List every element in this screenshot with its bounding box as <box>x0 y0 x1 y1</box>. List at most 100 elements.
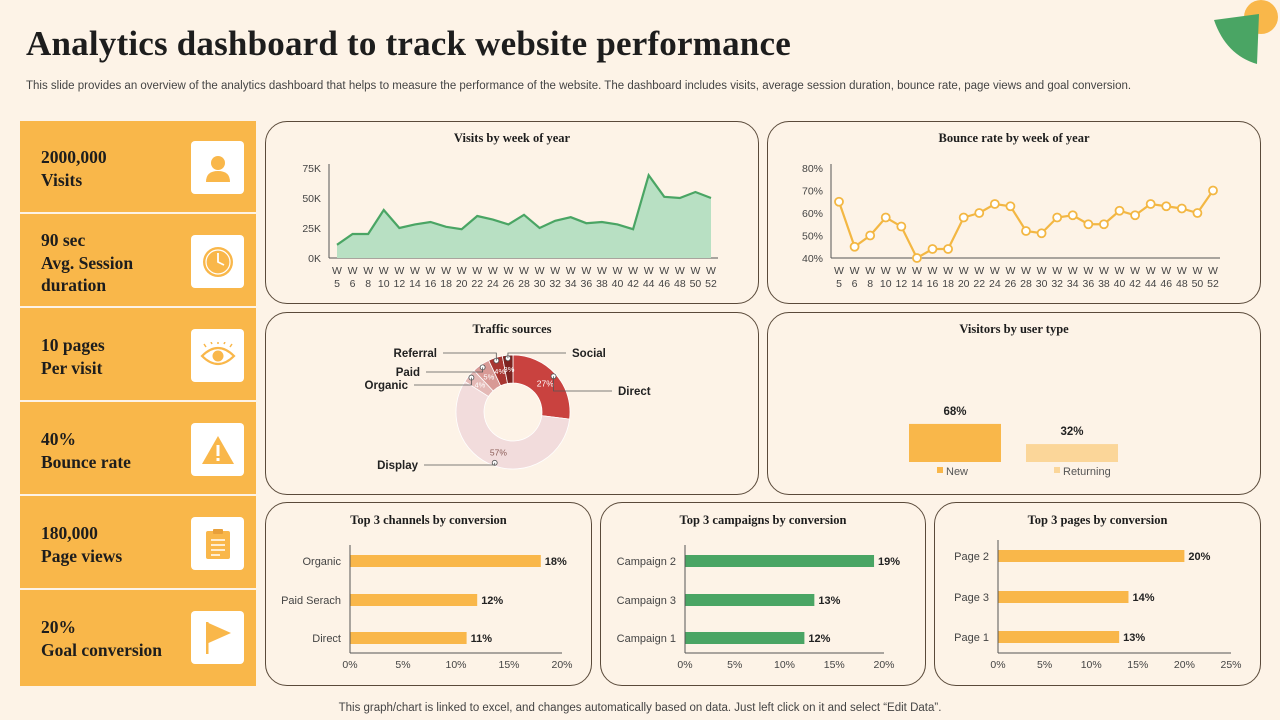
x-tick-label-prefix: W <box>881 265 891 277</box>
x-tick-label-number: 50 <box>1192 278 1204 290</box>
category-label: Page 3 <box>954 592 989 604</box>
x-tick-label-prefix: W <box>519 265 529 277</box>
x-tick-label-prefix: W <box>566 265 576 277</box>
data-point <box>1176 203 1187 214</box>
x-tick-label-prefix: W <box>332 265 342 277</box>
x-tick-label-prefix: W <box>834 265 844 277</box>
kpi-pages-text: 10 pages Per visit <box>41 334 105 379</box>
x-tick-label-prefix: W <box>1083 265 1093 277</box>
data-point <box>1067 210 1078 221</box>
kpi-goal-text: 20% Goal conversion <box>41 616 162 661</box>
x-tick-label-prefix: W <box>943 265 953 277</box>
x-tick-label-prefix: W <box>348 265 358 277</box>
y-tick-label: 75K <box>302 163 321 175</box>
x-tick-label-number: 16 <box>927 278 939 290</box>
x-tick-label-prefix: W <box>896 265 906 277</box>
legend-swatch <box>1054 467 1060 473</box>
donut-slice-direct <box>512 354 571 420</box>
bar-new <box>909 423 1001 462</box>
bar-value-label: 68% <box>943 406 966 418</box>
x-tick-label-number: 30 <box>1036 278 1048 290</box>
x-tick-label: 20% <box>551 659 572 671</box>
x-tick-label-prefix: W <box>488 265 498 277</box>
x-tick-label-number: 34 <box>565 278 577 290</box>
category-label: Campaign 3 <box>617 595 676 607</box>
data-point <box>958 212 969 223</box>
x-tick-label: 15% <box>824 659 845 671</box>
x-tick-label-prefix: W <box>865 265 875 277</box>
bar-value-label: 13% <box>818 595 840 607</box>
bar <box>998 550 1185 562</box>
kpi-visits-text: 2000,000 Visits <box>41 146 107 191</box>
x-tick-label-prefix: W <box>1068 265 1078 277</box>
leader-line <box>507 352 566 359</box>
x-tick-label-number: 14 <box>911 278 923 290</box>
slice-name-label: Referral <box>394 348 437 360</box>
x-tick-label-prefix: W <box>1192 265 1202 277</box>
user-type-bar-chart: 68% New 32% Returning <box>909 406 1118 478</box>
x-tick-label-number: 16 <box>425 278 437 290</box>
x-tick-label-number: 18 <box>440 278 452 290</box>
x-tick-label-number: 26 <box>503 278 515 290</box>
x-tick-label-prefix: W <box>1005 265 1015 277</box>
x-tick-label-prefix: W <box>990 265 1000 277</box>
x-tick-label-number: 44 <box>1145 278 1157 290</box>
data-point <box>1145 199 1156 209</box>
kpi-pageviews-text: 180,000 Page views <box>41 522 122 567</box>
x-tick-label-number: 52 <box>705 278 717 290</box>
x-tick-label-prefix: W <box>1177 265 1187 277</box>
x-tick-label-number: 36 <box>580 278 592 290</box>
leader-line <box>414 377 472 386</box>
bar <box>350 632 467 644</box>
category-label: Campaign 2 <box>617 556 676 568</box>
slice-value-label: 27% <box>537 379 554 389</box>
x-tick-label-prefix: W <box>426 265 436 277</box>
x-tick-label-number: 46 <box>1160 278 1172 290</box>
x-tick-label-number: 26 <box>1005 278 1017 290</box>
kpi-session-text: 90 sec Avg. Session duration <box>41 229 133 297</box>
bar <box>350 555 541 567</box>
x-tick-label-prefix: W <box>550 265 560 277</box>
kpi-page-views: 180,000 Page views <box>20 497 256 590</box>
kpi-column: 2000,000 Visits 90 sec Avg. Session dura… <box>20 121 256 686</box>
kpi-label: Per visit <box>41 357 103 378</box>
clipboard-icon <box>191 517 244 570</box>
x-tick-label: 10% <box>774 659 795 671</box>
data-point <box>1192 208 1203 218</box>
bar <box>998 591 1129 603</box>
data-point <box>1130 210 1140 221</box>
x-tick-label-prefix: W <box>597 265 607 277</box>
y-tick-label: 25K <box>302 223 321 235</box>
series-line <box>837 189 1214 260</box>
x-tick-label-prefix: W <box>1099 265 1109 277</box>
kpi-label: Page views <box>41 545 123 566</box>
data-point <box>974 208 985 218</box>
y-tick-label: 0K <box>308 253 321 265</box>
bar-value-label: 12% <box>481 595 503 607</box>
bar <box>998 631 1120 643</box>
x-tick-label-prefix: W <box>628 265 638 277</box>
bar <box>685 632 805 644</box>
kpi-value: 40% <box>41 429 76 449</box>
x-tick-label-prefix: W <box>363 265 373 277</box>
x-tick-label: 20% <box>1174 659 1195 671</box>
data-point <box>880 212 891 223</box>
footer-note: This graph/chart is linked to excel, and… <box>338 702 942 714</box>
x-tick-label-prefix: W <box>959 265 969 277</box>
chart-title: Traffic sources <box>472 322 552 336</box>
x-tick-label-prefix: W <box>1037 265 1047 277</box>
x-tick-label-number: 10 <box>880 278 892 290</box>
x-tick-label-number: 52 <box>1207 278 1219 290</box>
category-label: Page 1 <box>954 632 989 644</box>
campaigns-panel: Top 3 campaigns by conversion Campaign 2… <box>600 502 926 686</box>
chart-title: Visits by week of year <box>453 131 571 145</box>
x-tick-label-number: 8 <box>867 278 873 290</box>
x-tick-label-prefix: W <box>644 265 654 277</box>
x-tick-label-number: 20 <box>958 278 970 290</box>
data-point <box>943 244 953 254</box>
x-tick-label-number: 8 <box>365 278 371 290</box>
x-tick-label-prefix: W <box>1115 265 1125 277</box>
x-tick-label-number: 24 <box>487 278 499 290</box>
kpi-label: Visits <box>41 169 83 190</box>
x-tick-label-prefix: W <box>503 265 513 277</box>
